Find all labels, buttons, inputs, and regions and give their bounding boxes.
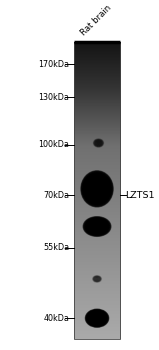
Ellipse shape <box>83 173 111 204</box>
Ellipse shape <box>86 219 108 234</box>
Ellipse shape <box>92 314 102 322</box>
Ellipse shape <box>91 222 103 231</box>
Ellipse shape <box>86 176 108 202</box>
Ellipse shape <box>87 310 107 326</box>
Ellipse shape <box>94 140 103 146</box>
Ellipse shape <box>87 219 107 234</box>
Ellipse shape <box>88 220 106 233</box>
Ellipse shape <box>88 178 106 199</box>
Ellipse shape <box>92 315 102 322</box>
Ellipse shape <box>91 223 103 230</box>
Ellipse shape <box>91 182 104 196</box>
Ellipse shape <box>89 180 105 198</box>
Ellipse shape <box>90 313 104 323</box>
Ellipse shape <box>94 139 103 147</box>
Ellipse shape <box>87 177 107 200</box>
Text: Rat brain: Rat brain <box>79 4 113 37</box>
Ellipse shape <box>86 219 108 234</box>
Ellipse shape <box>93 276 101 282</box>
Ellipse shape <box>90 222 104 231</box>
Ellipse shape <box>86 310 107 326</box>
Ellipse shape <box>84 217 111 236</box>
Ellipse shape <box>93 315 101 322</box>
Ellipse shape <box>88 311 106 326</box>
Ellipse shape <box>93 276 101 282</box>
Ellipse shape <box>91 182 103 195</box>
Ellipse shape <box>90 181 104 197</box>
Ellipse shape <box>84 217 110 236</box>
Ellipse shape <box>91 314 103 323</box>
Ellipse shape <box>89 312 105 324</box>
Ellipse shape <box>95 140 102 146</box>
Ellipse shape <box>84 174 110 204</box>
Ellipse shape <box>85 175 109 203</box>
Ellipse shape <box>88 220 106 233</box>
Ellipse shape <box>82 172 112 206</box>
Ellipse shape <box>88 312 106 325</box>
Text: 130kDa: 130kDa <box>38 93 69 102</box>
Ellipse shape <box>93 139 104 147</box>
Ellipse shape <box>89 312 105 324</box>
Ellipse shape <box>95 140 102 146</box>
Text: LZTS1: LZTS1 <box>125 191 155 200</box>
Text: 170kDa: 170kDa <box>38 60 69 69</box>
Ellipse shape <box>81 171 113 207</box>
Ellipse shape <box>93 276 101 282</box>
Ellipse shape <box>86 177 108 201</box>
Ellipse shape <box>91 313 103 323</box>
Ellipse shape <box>85 218 109 235</box>
Ellipse shape <box>84 174 110 203</box>
Ellipse shape <box>90 181 104 197</box>
Bar <box>74 43 120 340</box>
Ellipse shape <box>85 218 110 235</box>
Ellipse shape <box>87 311 107 326</box>
Ellipse shape <box>87 220 107 233</box>
Ellipse shape <box>85 176 109 202</box>
Ellipse shape <box>88 179 106 198</box>
Ellipse shape <box>94 139 103 147</box>
Ellipse shape <box>82 172 113 206</box>
Ellipse shape <box>92 183 102 195</box>
Ellipse shape <box>86 309 108 327</box>
Ellipse shape <box>94 140 103 146</box>
Ellipse shape <box>91 222 104 231</box>
Ellipse shape <box>92 223 102 230</box>
Text: 70kDa: 70kDa <box>43 191 69 200</box>
Text: 100kDa: 100kDa <box>38 140 69 149</box>
Ellipse shape <box>89 220 105 232</box>
Ellipse shape <box>88 311 106 325</box>
Ellipse shape <box>83 173 111 205</box>
Ellipse shape <box>86 310 108 327</box>
Ellipse shape <box>85 309 109 327</box>
Ellipse shape <box>93 276 101 282</box>
Ellipse shape <box>89 221 105 232</box>
Ellipse shape <box>93 276 101 282</box>
Ellipse shape <box>93 139 104 147</box>
Ellipse shape <box>90 313 104 324</box>
Ellipse shape <box>86 218 109 235</box>
Ellipse shape <box>87 178 107 200</box>
Ellipse shape <box>83 217 111 236</box>
Text: 40kDa: 40kDa <box>43 314 69 323</box>
Text: 55kDa: 55kDa <box>43 243 69 252</box>
Ellipse shape <box>94 140 103 147</box>
Ellipse shape <box>92 314 103 322</box>
Ellipse shape <box>90 221 104 232</box>
Ellipse shape <box>93 315 101 321</box>
Ellipse shape <box>92 223 102 230</box>
Ellipse shape <box>90 313 104 324</box>
Ellipse shape <box>93 276 101 282</box>
